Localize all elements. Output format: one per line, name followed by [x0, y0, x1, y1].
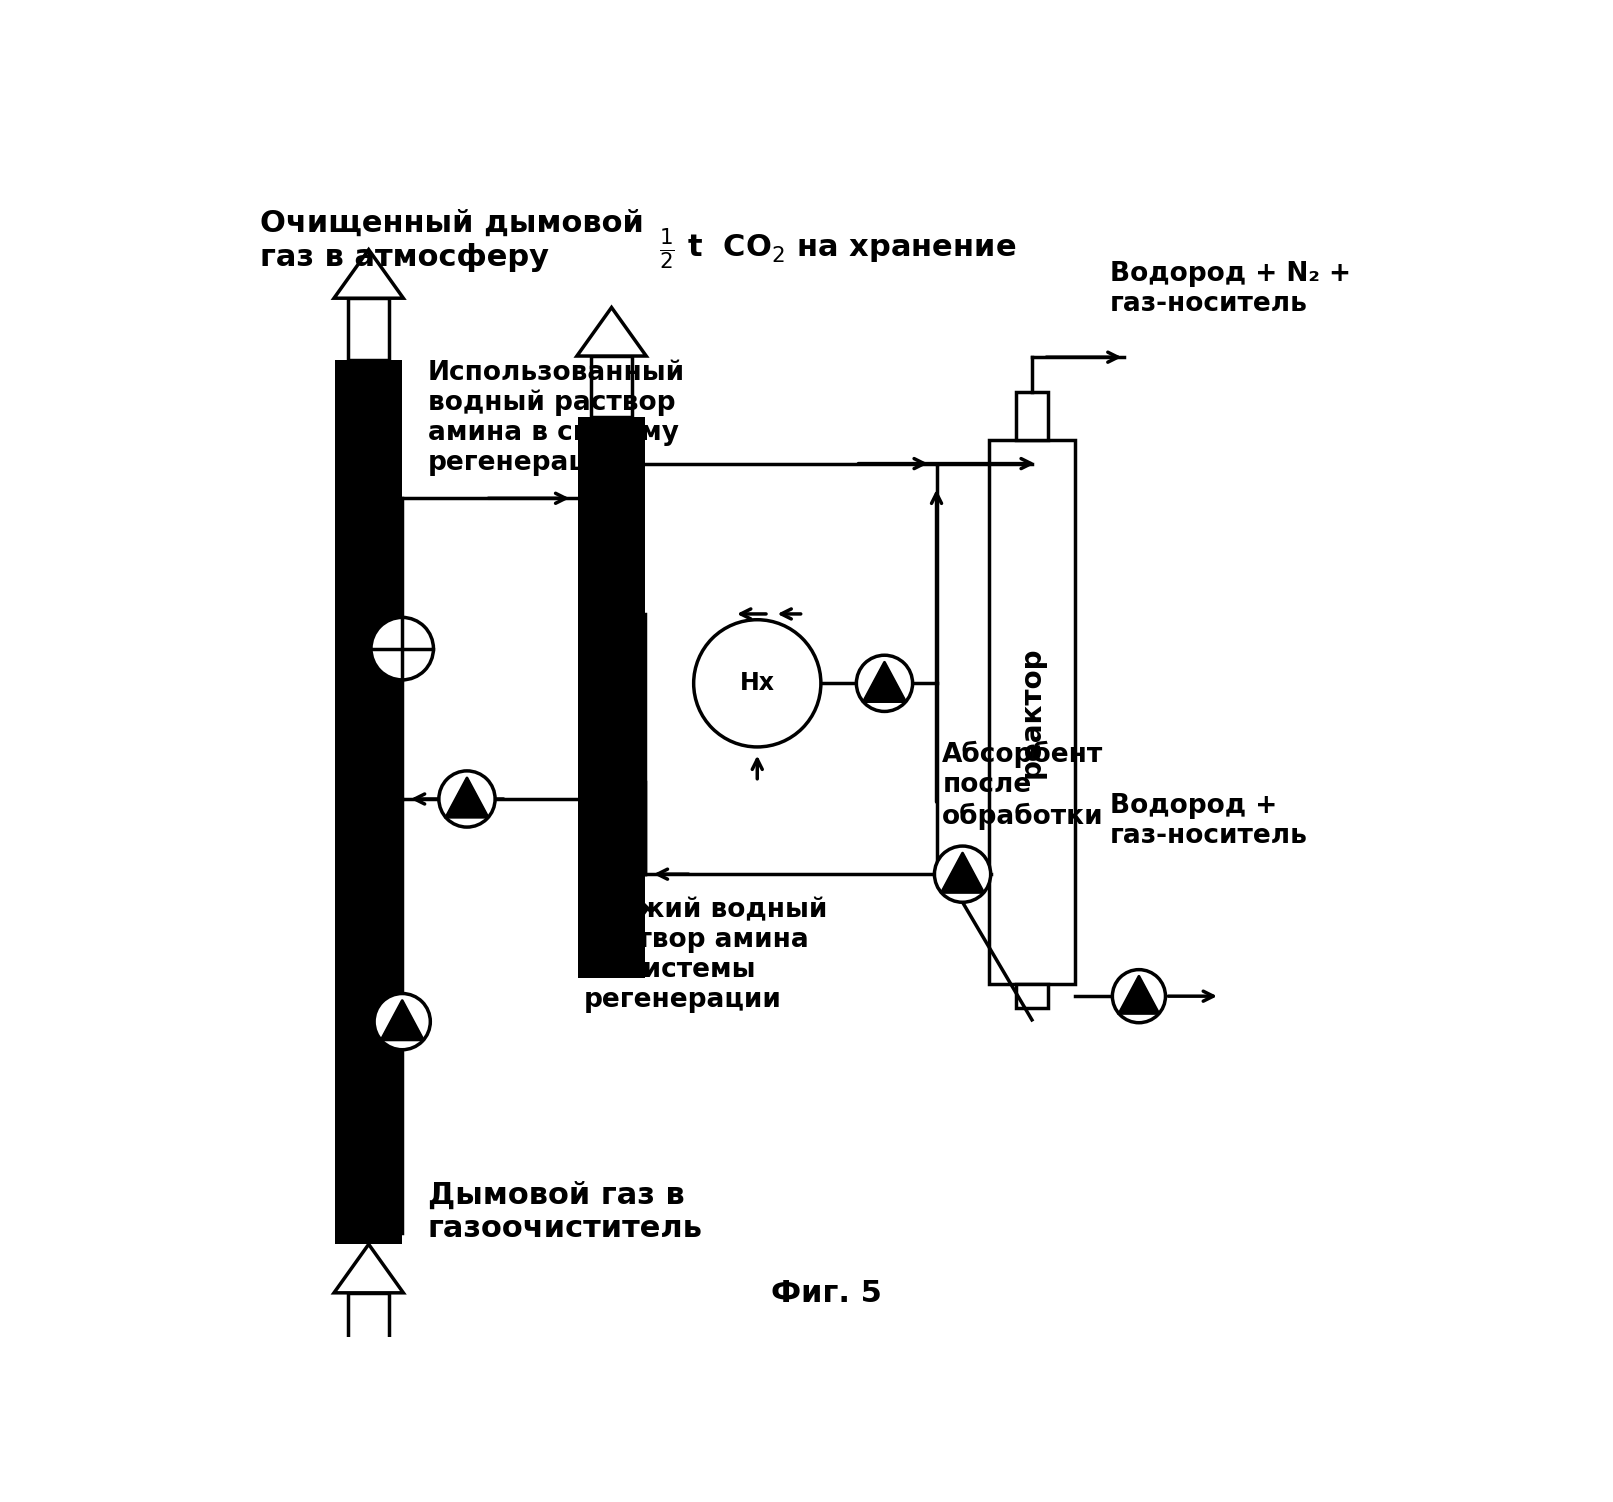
Bar [590, 356, 632, 418]
Bar [348, 299, 389, 359]
Polygon shape [1119, 976, 1158, 1014]
Text: реактор: реактор [1018, 646, 1045, 778]
Text: Дымовой газ в
газоочиститель: Дымовой газ в газоочиститель [427, 1181, 703, 1244]
Circle shape [1113, 970, 1166, 1023]
Text: Очищенный дымовой
газ в атмосферу: Очищенный дымовой газ в атмосферу [260, 209, 644, 272]
Polygon shape [942, 853, 984, 892]
Circle shape [934, 846, 990, 903]
Bar [577, 418, 645, 978]
Circle shape [857, 655, 913, 712]
Polygon shape [334, 249, 403, 299]
Polygon shape [863, 662, 905, 701]
Text: Водород +
газ-носитель: Водород + газ-носитель [1110, 793, 1308, 849]
Text: Водород + N₂ +
газ-носитель: Водород + N₂ + газ-носитель [1110, 261, 1352, 317]
Polygon shape [445, 778, 489, 817]
Polygon shape [577, 308, 647, 356]
Text: Фиг. 5: Фиг. 5 [771, 1278, 882, 1308]
Bar [989, 440, 1076, 984]
Circle shape [439, 771, 495, 828]
Text: Нх: Нх [740, 671, 774, 695]
Bar [348, 1293, 389, 1343]
Bar [1016, 392, 1048, 440]
Circle shape [371, 617, 434, 680]
Text: Абсорбент
после
обработки: Абсорбент после обработки [942, 740, 1103, 829]
Polygon shape [381, 1000, 423, 1039]
Circle shape [694, 620, 821, 746]
Bar [336, 359, 402, 1244]
Circle shape [374, 993, 431, 1050]
Text: $\frac{1}{2}$ t  CO$_{2}$ на хранение: $\frac{1}{2}$ t CO$_{2}$ на хранение [660, 227, 1016, 272]
Bar [1016, 984, 1048, 1008]
Text: Использованный
водный раствор
амина в систему
регенерации: Использованный водный раствор амина в си… [427, 359, 686, 476]
Text: Свежий водный
раствор амина
из системы
регенерации: Свежий водный раствор амина из системы р… [584, 897, 827, 1014]
Polygon shape [334, 1244, 403, 1293]
